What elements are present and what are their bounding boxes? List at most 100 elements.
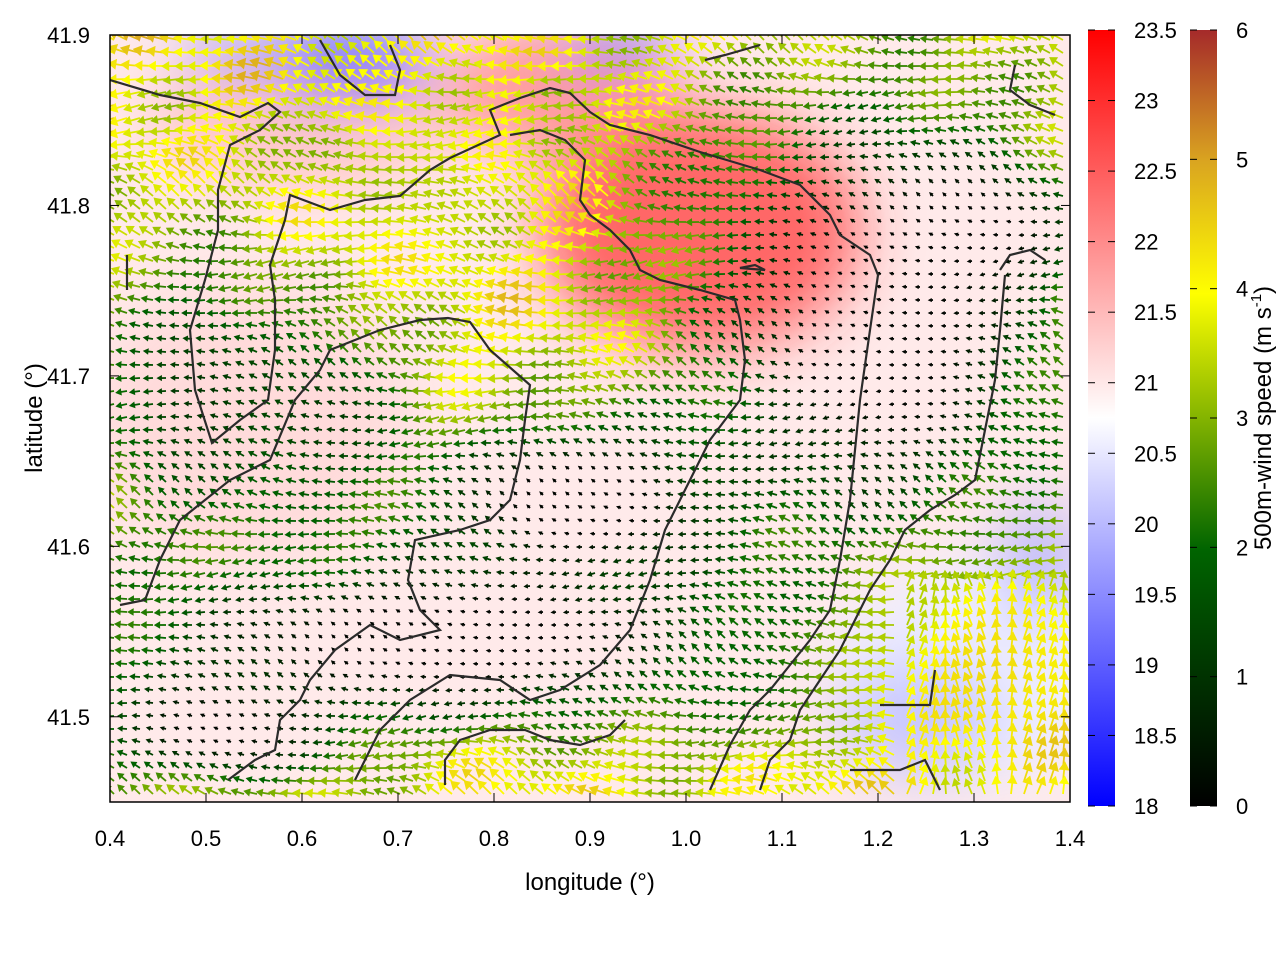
wind-arrow-head [936,139,943,146]
wind-arrow-head [765,178,772,187]
wind-arrow-head [477,213,487,222]
wind-arrow-shaft [353,35,362,41]
wind-arrow-head [174,146,185,157]
wind-arrow-head [802,43,812,52]
wind-arrow-head [101,439,108,447]
wind-arrow-head [726,85,734,93]
wind-arrow-head [137,161,147,171]
wind-arrow-head [739,205,746,213]
wind-arrow-head [833,154,839,160]
wind-arrow-head [187,74,196,85]
wind-arrow-head [179,213,189,221]
wind-arrow-head [984,73,992,82]
wind-arrow-head [925,152,932,158]
wind-arrow-head [485,59,495,70]
wind-arrow-head [1049,70,1058,79]
wind-arrow-head [1011,136,1020,145]
wind-arrow-head [192,214,202,222]
wind-arrow-head [449,188,459,197]
wind-arrow-head [821,192,828,198]
wind-arrow-head [504,198,514,207]
wind-arrow-head [698,111,707,120]
wind-arrow-head [635,161,644,170]
wind-arrow-head [923,139,930,146]
wind-arrow-head [618,59,627,69]
wind-arrow-head [814,44,824,53]
wind-arrow-head [423,201,432,211]
wind-arrow-head [871,141,877,148]
wind-arrow-head [319,123,329,133]
wind-arrow-head [632,35,640,43]
wind-arrow-head [553,113,561,123]
wind-arrow-head [813,73,822,83]
wind-arrow-head [943,87,951,97]
wind-arrow-head [1024,72,1033,80]
wind-arrow-head [213,35,222,44]
wind-arrow-head [491,212,500,221]
wind-arrow-head [778,166,785,174]
wind-arrow-head [186,35,196,44]
wind-arrow-head [149,160,160,170]
wind-arrow-head [901,178,907,184]
wind-arrow-head [554,195,565,206]
wind-arrow-head [435,164,444,174]
wind-arrow-head [739,218,746,226]
wind-arrow-shaft [339,35,349,41]
wind-arrow-head [436,188,446,198]
wind-arrow-head [712,204,719,213]
wind-arrow-head [369,138,378,149]
wind-arrow-head [712,165,720,173]
wind-arrow-head [135,149,145,160]
wind-arrow-head [918,88,926,98]
wind-arrow-head [902,191,908,197]
wind-arrow-head [173,35,183,44]
wind-arrow-head [938,152,945,158]
wind-arrow-head [448,163,457,174]
wind-arrow-head [135,75,144,85]
wind-arrow-head [331,82,342,92]
wind-arrow-head [647,203,655,211]
wind-arrow-head [95,116,105,127]
wind-arrow-head [846,166,853,172]
wind-arrow-shaft [110,180,115,184]
wind-arrow-head [549,35,559,44]
wind-arrow-head [98,164,107,173]
wind-arrow-head [736,126,745,135]
wind-arrow-head [621,147,630,156]
wind-arrow-head [736,139,744,148]
wind-arrow-head [687,177,695,185]
wind-arrow-head [881,89,889,98]
wind-arrow-head [885,153,892,159]
wind-arrow-head [931,61,939,71]
wind-arrow-head [858,128,865,135]
wind-arrow-head [422,176,431,187]
wind-arrow-head [373,40,384,50]
wind-arrow-head [517,184,527,194]
wind-arrow-head [644,122,654,132]
wind-arrow-head [186,124,196,135]
wind-arrow-head [436,42,447,52]
wind-arrow-head [661,190,669,198]
wind-arrow-head [199,47,209,58]
wind-arrow-head [685,218,693,227]
wind-arrow-head [102,415,109,422]
wind-arrow-head [998,99,1006,107]
wind-arrow-head [398,39,409,50]
wind-arrow-head [619,35,627,43]
wind-arrow-head [980,178,985,184]
wind-arrow-head [809,218,815,224]
wind-arrow-head [594,170,605,180]
wind-arrow-head [846,153,852,160]
wind-arrow-head [686,204,694,213]
wind-arrow-head [474,44,484,55]
wind-arrow-head [957,100,965,109]
wind-arrow-head [249,57,260,69]
wind-arrow-head [213,123,223,133]
wind-arrow-head [992,219,998,224]
wind-arrow-head [1036,58,1046,66]
wind-arrow-head [449,88,457,98]
wind-arrow-head [712,98,720,107]
wind-arrow-head [461,102,471,112]
plot-area [95,35,1070,802]
wind-arrow-head [882,115,890,123]
